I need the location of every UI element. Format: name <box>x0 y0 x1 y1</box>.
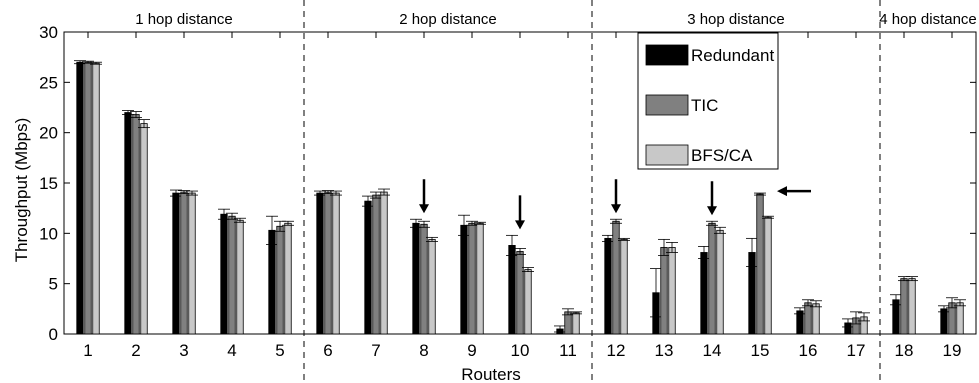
bar <box>316 192 324 335</box>
bar <box>220 213 228 335</box>
legend-label: TIC <box>691 96 718 115</box>
x-tick-label: 4 <box>227 341 236 360</box>
y-tick-label: 5 <box>49 275 58 294</box>
bar <box>756 193 764 335</box>
y-tick-label: 0 <box>49 325 58 344</box>
y-axis-label: Throughput (Mbps) <box>12 118 31 263</box>
bar <box>764 216 772 335</box>
x-tick-label: 11 <box>559 341 577 360</box>
bar <box>516 251 524 335</box>
annotation-arrowhead <box>419 204 429 214</box>
x-tick-label: 19 <box>943 341 962 360</box>
bar <box>236 219 244 335</box>
legend-swatch <box>645 94 689 116</box>
bar <box>324 191 332 335</box>
bar <box>620 238 628 335</box>
bar <box>812 303 820 335</box>
bar <box>188 192 196 335</box>
y-tick-label: 30 <box>39 23 58 42</box>
y-tick-label: 20 <box>39 124 58 143</box>
y-tick-label: 10 <box>39 224 58 243</box>
annotation-arrowhead <box>707 206 717 216</box>
bar <box>284 222 292 335</box>
x-tick-label: 18 <box>895 341 914 360</box>
bar <box>228 215 236 335</box>
bar <box>380 191 388 335</box>
bar <box>420 223 428 335</box>
x-tick-label: 8 <box>419 341 428 360</box>
x-axis-label: Routers <box>461 365 521 383</box>
legend-swatch <box>645 44 689 66</box>
bar <box>172 192 180 335</box>
x-tick-label: 12 <box>607 341 626 360</box>
bar <box>460 224 468 335</box>
bar <box>180 191 188 335</box>
bar <box>660 247 668 335</box>
bar <box>92 62 100 335</box>
bar <box>332 192 340 335</box>
region-label: 2 hop distance <box>399 11 497 28</box>
bar <box>428 238 436 335</box>
bar <box>956 302 964 335</box>
x-tick-label: 1 <box>83 341 92 360</box>
bar <box>76 61 84 335</box>
x-tick-label: 2 <box>131 341 140 360</box>
bar <box>508 245 516 335</box>
bar <box>268 229 276 335</box>
bar <box>796 310 804 335</box>
bar <box>900 278 908 335</box>
y-tick-label: 25 <box>39 73 58 92</box>
region-label: 4 hop distance <box>879 11 977 28</box>
y-tick-label: 15 <box>39 174 58 193</box>
bar <box>468 222 476 335</box>
bar <box>124 112 132 335</box>
bar <box>524 269 532 335</box>
x-tick-label: 14 <box>703 341 722 360</box>
x-tick-label: 5 <box>275 341 284 360</box>
bar <box>84 61 92 335</box>
annotation-arrowhead <box>777 186 787 197</box>
x-tick-label: 16 <box>799 341 818 360</box>
bar <box>140 123 148 335</box>
x-tick-label: 10 <box>511 341 530 360</box>
bar <box>132 114 140 335</box>
bar <box>908 278 916 335</box>
bar <box>604 237 612 335</box>
bar <box>412 222 420 335</box>
bar <box>476 222 484 335</box>
legend-label: Redundant <box>691 46 774 65</box>
bar <box>716 229 724 335</box>
annotation-arrowhead <box>515 220 525 230</box>
legend-swatch <box>645 144 689 166</box>
region-label: 3 hop distance <box>687 11 785 28</box>
legend-label: BFS/CA <box>691 146 753 165</box>
bar <box>708 222 716 335</box>
annotation-arrowhead <box>611 204 621 214</box>
x-tick-label: 15 <box>751 341 770 360</box>
bar <box>372 194 380 335</box>
region-label: 1 hop distance <box>135 11 233 28</box>
bar <box>940 308 948 335</box>
bar <box>572 312 580 335</box>
x-tick-label: 9 <box>467 341 476 360</box>
bar <box>700 252 708 335</box>
bar <box>804 302 812 335</box>
bar <box>668 247 676 335</box>
x-tick-label: 7 <box>371 341 380 360</box>
x-tick-label: 17 <box>847 341 866 360</box>
x-tick-label: 6 <box>323 341 332 360</box>
x-tick-label: 13 <box>655 341 674 360</box>
bar <box>364 200 372 335</box>
bar <box>276 225 284 335</box>
x-tick-label: 3 <box>179 341 188 360</box>
